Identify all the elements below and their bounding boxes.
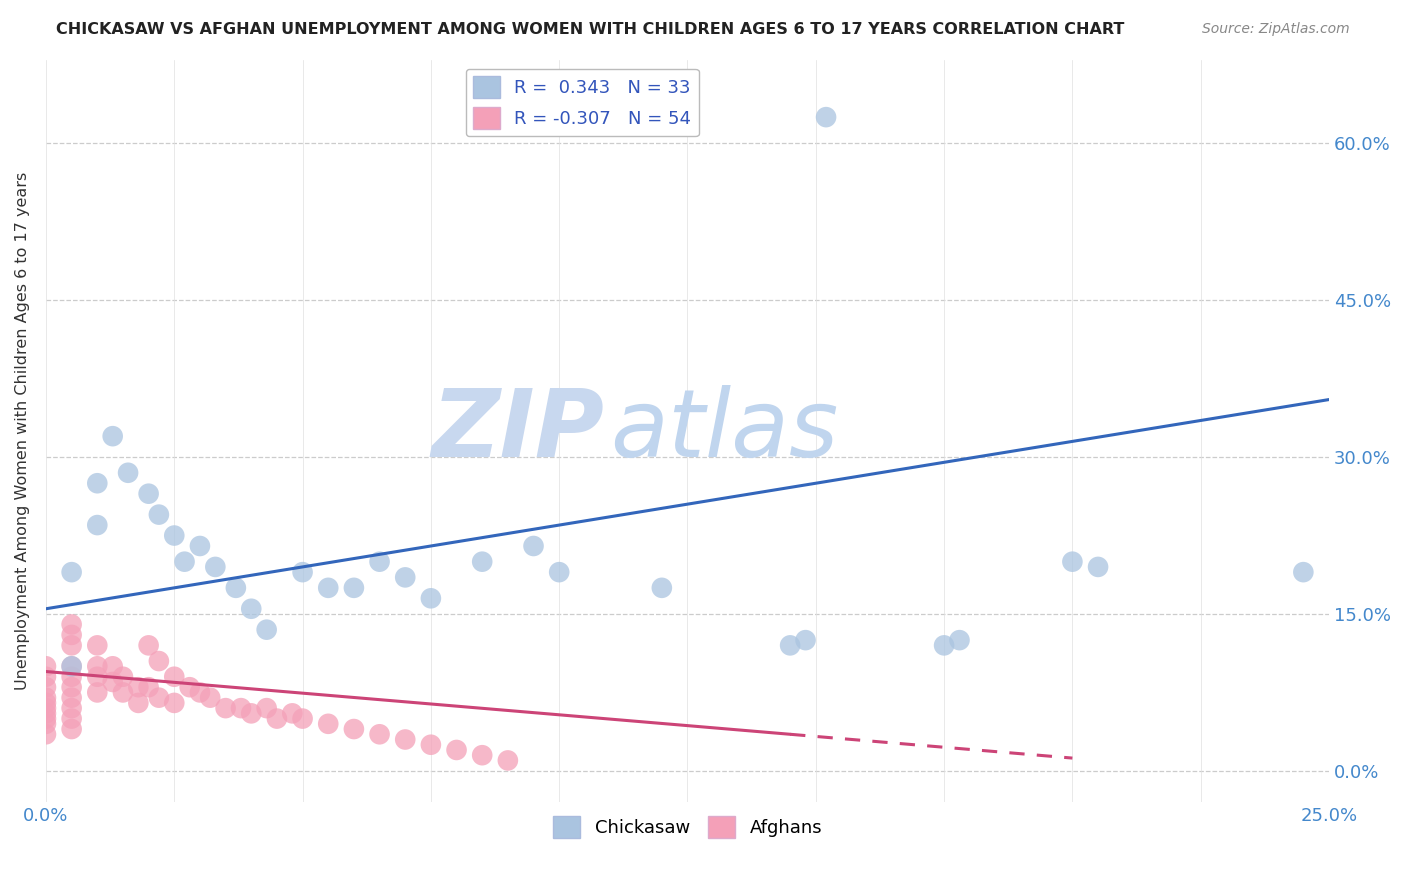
Point [117,466,139,480]
Point [148,690,170,705]
Point [60,617,83,632]
Point [163,670,186,684]
Point [522,539,544,553]
Point [86,659,108,673]
Point [60,670,83,684]
Point [794,633,817,648]
Point [948,633,970,648]
Point [60,628,83,642]
Point [35,690,58,705]
Point [111,670,134,684]
Point [281,706,304,721]
Point [60,565,83,579]
Point [368,727,391,741]
Point [256,701,278,715]
Point [240,601,263,615]
Point [394,570,416,584]
Point [932,639,955,653]
Point [60,712,83,726]
Point [815,110,838,124]
Point [35,696,58,710]
Text: Source: ZipAtlas.com: Source: ZipAtlas.com [1202,22,1350,37]
Point [86,518,108,533]
Point [111,685,134,699]
Point [86,476,108,491]
Point [35,716,58,731]
Point [343,722,366,736]
Point [60,659,83,673]
Point [60,680,83,694]
Point [86,639,108,653]
Point [60,639,83,653]
Point [35,659,58,673]
Point [35,680,58,694]
Point [471,748,494,763]
Point [101,675,124,690]
Point [60,722,83,736]
Text: CHICKASAW VS AFGHAN UNEMPLOYMENT AMONG WOMEN WITH CHILDREN AGES 6 TO 17 YEARS CO: CHICKASAW VS AFGHAN UNEMPLOYMENT AMONG W… [56,22,1125,37]
Point [188,539,211,553]
Point [496,753,519,767]
Point [316,581,339,595]
Point [368,555,391,569]
Point [35,706,58,721]
Point [60,701,83,715]
Point [138,680,160,694]
Point [188,685,211,699]
Point [127,680,149,694]
Point [651,581,673,595]
Point [204,560,226,574]
Point [316,716,339,731]
Point [291,712,314,726]
Legend: Chickasaw, Afghans: Chickasaw, Afghans [546,809,830,846]
Point [138,639,160,653]
Point [148,654,170,668]
Point [471,555,494,569]
Point [291,565,314,579]
Text: ZIP: ZIP [432,385,605,477]
Point [200,690,222,705]
Point [1087,560,1109,574]
Point [163,528,186,542]
Point [35,701,58,715]
Point [179,680,201,694]
Point [127,696,149,710]
Point [240,706,263,721]
Point [86,685,108,699]
Point [101,659,124,673]
Point [214,701,236,715]
Point [163,696,186,710]
Point [266,712,288,726]
Point [343,581,366,595]
Point [35,727,58,741]
Point [446,743,468,757]
Y-axis label: Unemployment Among Women with Children Ages 6 to 17 years: Unemployment Among Women with Children A… [15,172,30,690]
Point [1062,555,1084,569]
Point [138,486,160,500]
Point [60,659,83,673]
Point [1292,565,1315,579]
Point [225,581,247,595]
Text: atlas: atlas [610,385,839,476]
Point [229,701,252,715]
Point [35,670,58,684]
Point [60,690,83,705]
Point [779,639,801,653]
Point [148,508,170,522]
Point [419,591,441,606]
Point [419,738,441,752]
Point [35,712,58,726]
Point [101,429,124,443]
Point [86,670,108,684]
Point [173,555,195,569]
Point [394,732,416,747]
Point [256,623,278,637]
Point [548,565,571,579]
